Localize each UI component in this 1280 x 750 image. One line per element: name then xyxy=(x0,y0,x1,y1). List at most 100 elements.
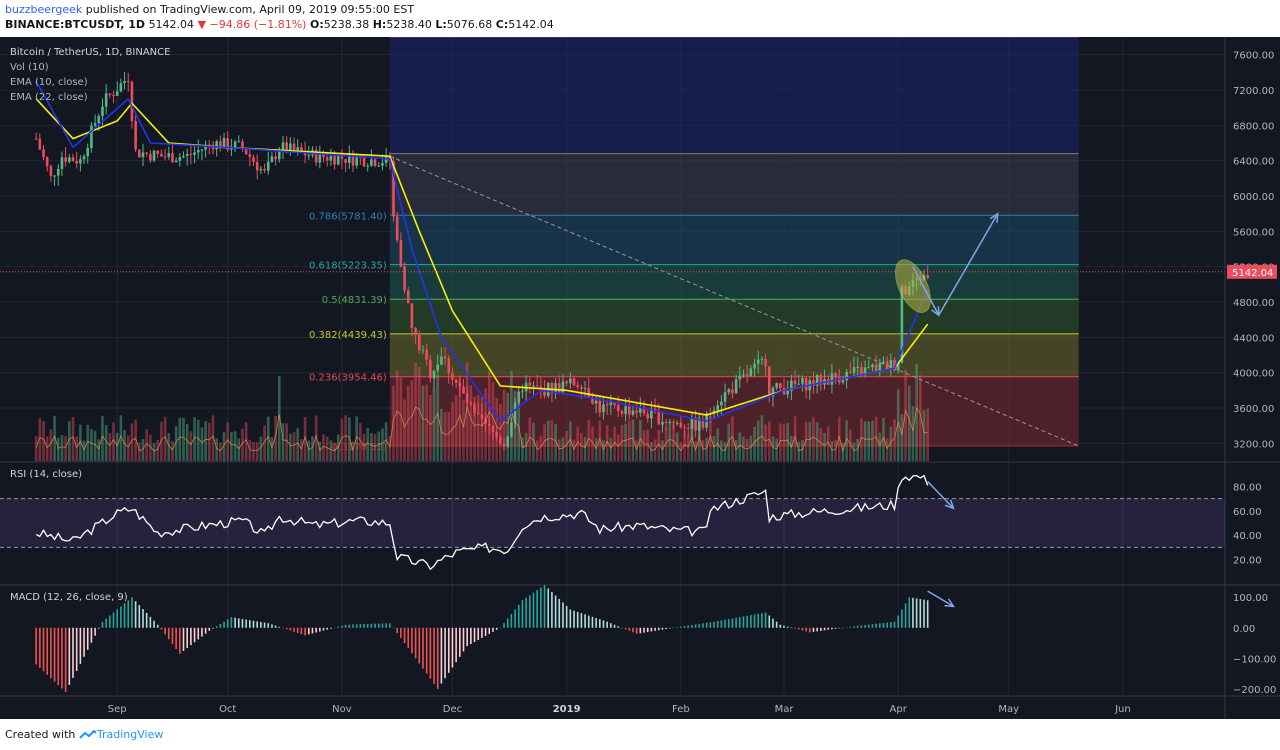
macd-histogram-bar xyxy=(389,623,391,628)
volume-bar xyxy=(565,430,568,461)
macd-histogram-bar xyxy=(94,627,96,636)
volume-bar xyxy=(723,442,727,461)
author-link[interactable]: buzzbeergeek xyxy=(5,3,83,16)
macd-histogram-bar xyxy=(860,625,863,628)
candle-body xyxy=(594,400,598,404)
macd-histogram-bar xyxy=(293,627,295,632)
candle-body xyxy=(675,422,679,424)
candle-body xyxy=(756,359,760,364)
macd-histogram-bar xyxy=(746,615,748,628)
rsi-pane-title: RSI (14, close) xyxy=(10,469,82,480)
candle-body xyxy=(97,116,101,124)
volume-bar xyxy=(292,432,296,461)
macd-histogram-bar xyxy=(182,627,185,651)
volume-bar xyxy=(215,438,218,461)
volume-bar xyxy=(705,437,708,461)
candle-body xyxy=(93,123,97,126)
macd-histogram-bar xyxy=(311,627,314,634)
volume-bar xyxy=(56,437,60,461)
fib-zone xyxy=(389,37,1079,154)
macd-histogram-bar xyxy=(753,614,756,628)
volume-bar xyxy=(325,436,329,461)
candle-body xyxy=(819,375,823,385)
macd-histogram-bar xyxy=(635,627,638,634)
candle-body xyxy=(200,149,204,151)
candle-body xyxy=(263,168,266,171)
volume-bar xyxy=(222,432,226,461)
macd-histogram-bar xyxy=(263,622,266,628)
price-tick-label: 6400.00 xyxy=(1233,157,1274,168)
macd-histogram-bar xyxy=(289,627,292,631)
candle-body xyxy=(598,400,602,413)
macd-histogram-bar xyxy=(326,627,328,630)
volume-bar xyxy=(535,440,539,461)
price-tick-label: 3600.00 xyxy=(1233,404,1274,415)
candle-body xyxy=(274,156,277,160)
candle-body xyxy=(237,141,241,143)
volume-bar xyxy=(786,422,789,461)
candle-body xyxy=(635,410,638,413)
macd-histogram-bar xyxy=(613,624,616,628)
volume-bar xyxy=(226,422,230,461)
macd-histogram-bar xyxy=(775,621,778,628)
volume-bar xyxy=(64,436,67,461)
macd-histogram-bar xyxy=(341,625,343,628)
volume-bar xyxy=(543,424,546,461)
candle-body xyxy=(631,410,635,415)
macd-histogram-bar xyxy=(241,618,244,628)
macd-histogram-bar xyxy=(661,627,664,630)
candle-body xyxy=(115,91,119,96)
macd-histogram-bar xyxy=(190,627,192,646)
candle-body xyxy=(160,153,163,157)
macd-histogram-bar xyxy=(193,627,196,643)
volume-bar xyxy=(86,424,90,461)
macd-histogram-bar xyxy=(812,627,815,632)
macd-histogram-bar xyxy=(808,627,811,633)
macd-histogram-bar xyxy=(418,627,421,664)
volume-bar xyxy=(447,411,451,461)
volume-bar xyxy=(193,417,196,461)
volume-bar xyxy=(152,442,156,461)
rsi-tick-label: 60.00 xyxy=(1233,507,1262,518)
macd-histogram-bar xyxy=(639,627,642,634)
macd-histogram-bar xyxy=(42,627,45,672)
tradingview-brand-link[interactable]: TradingView xyxy=(96,728,164,741)
candle-body xyxy=(196,149,200,153)
low-value: 5076.68 xyxy=(446,18,493,31)
candle-body xyxy=(278,150,281,160)
volume-bar xyxy=(837,416,841,461)
volume-bar xyxy=(266,416,270,461)
volume-bar xyxy=(517,397,521,461)
volume-bar xyxy=(782,424,786,461)
volume-bar xyxy=(307,440,311,461)
trading-chart[interactable]: 0(3170.53) 0.236(3954.46) 0.382(4439.43) 0.… xyxy=(0,37,1280,719)
volume-bar xyxy=(462,399,465,461)
candle-body xyxy=(178,157,182,161)
volume-bar xyxy=(274,415,277,461)
macd-histogram-bar xyxy=(105,618,107,628)
macd-histogram-bar xyxy=(772,618,774,628)
macd-histogram-bar xyxy=(68,627,71,685)
candle-body xyxy=(366,165,370,167)
volume-bar xyxy=(465,362,469,461)
macd-histogram-bar xyxy=(160,627,163,630)
macd-histogram-bar xyxy=(260,621,262,628)
fib-level-label: 0.236(3954.46) xyxy=(309,373,387,384)
candle-body xyxy=(370,159,373,166)
candle-body xyxy=(458,382,462,387)
macd-histogram-bar xyxy=(215,626,218,628)
candle-body xyxy=(554,383,557,394)
candle-body xyxy=(182,155,185,158)
macd-histogram-bar xyxy=(724,619,726,628)
volume-bar xyxy=(738,432,742,461)
macd-histogram-bar xyxy=(167,627,170,640)
macd-histogram-bar xyxy=(893,621,896,628)
candle-body xyxy=(101,106,104,117)
macd-histogram-bar xyxy=(820,627,822,631)
volume-bar xyxy=(230,431,233,461)
macd-histogram-bar xyxy=(823,627,826,631)
volume-bar xyxy=(679,442,683,461)
macd-histogram-bar xyxy=(573,610,575,628)
candle-body xyxy=(646,413,649,419)
macd-histogram-bar xyxy=(558,598,561,628)
